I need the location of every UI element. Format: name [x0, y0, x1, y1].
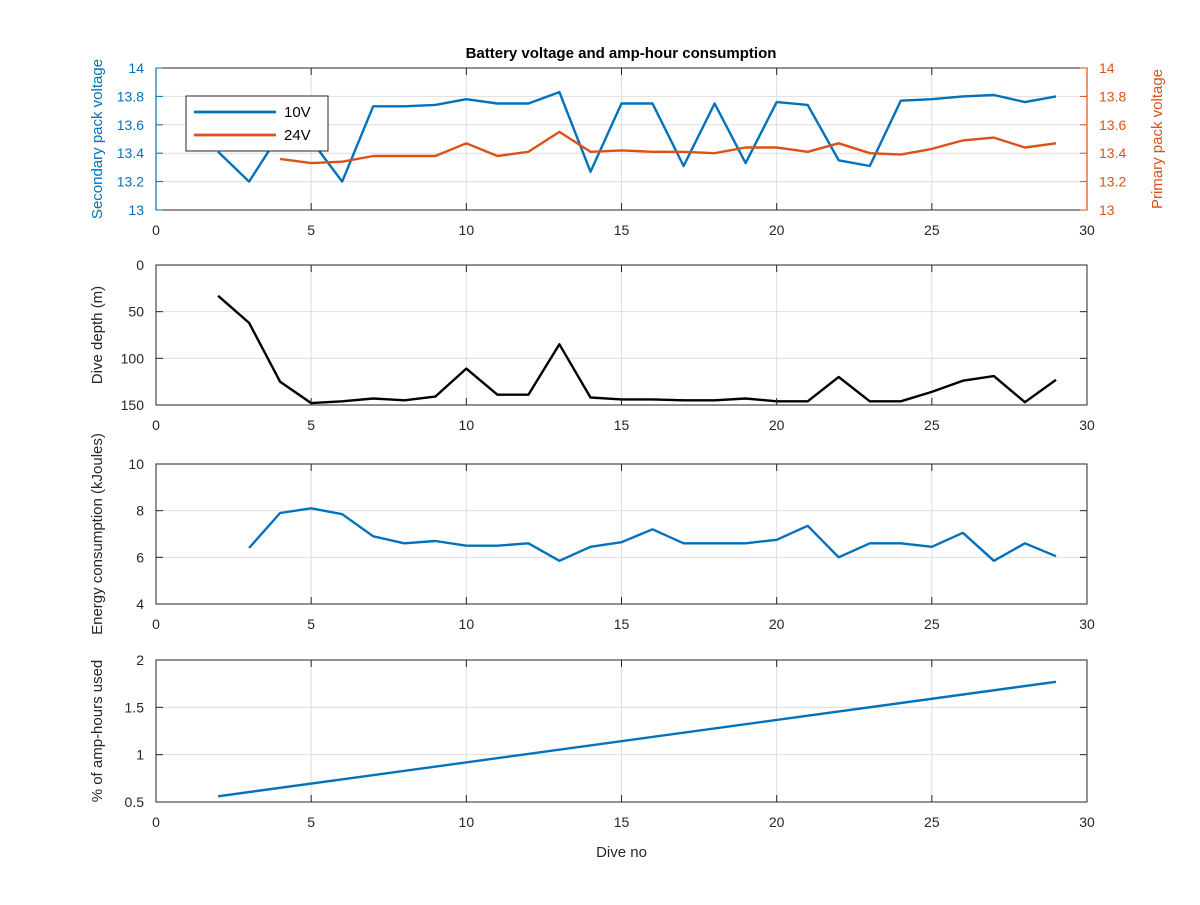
figure-title: Battery voltage and amp-hour consumption — [466, 45, 777, 62]
x-tick-label: 25 — [924, 814, 940, 830]
y-tick-label: 8 — [136, 503, 144, 519]
legend — [185, 95, 329, 152]
x-tick-label: 0 — [152, 814, 160, 830]
y-tick-label: 2 — [136, 652, 144, 668]
x-tick-label: 5 — [307, 417, 315, 433]
y-tick-label: 150 — [121, 397, 145, 413]
plot-panel-2 — [155, 264, 1088, 406]
y-right-tick-label: 13.8 — [1099, 88, 1126, 104]
y-axis-label: Secondary pack voltage — [89, 59, 106, 219]
x-tick-label: 30 — [1079, 222, 1095, 238]
y-tick-label: 0 — [136, 257, 144, 273]
y-right-tick-label: 13.4 — [1099, 145, 1126, 161]
y-tick-label: 13.8 — [117, 88, 144, 104]
plot-panel-3 — [155, 463, 1088, 605]
x-tick-label: 5 — [307, 222, 315, 238]
x-tick-label: 5 — [307, 616, 315, 632]
x-tick-label: 0 — [152, 417, 160, 433]
series-line-panel2 — [217, 294, 1057, 405]
y-tick-label: 4 — [136, 596, 144, 612]
x-tick-label: 30 — [1079, 616, 1095, 632]
y-right-tick-label: 13 — [1099, 202, 1115, 218]
x-axis-label: Dive no — [596, 844, 647, 861]
series-line-panel4 — [217, 680, 1057, 798]
legend-box — [185, 95, 329, 152]
x-tick-label: 25 — [924, 222, 940, 238]
y-right-tick-label: 13.2 — [1099, 174, 1126, 190]
x-tick-label: 15 — [614, 814, 630, 830]
x-tick-label: 20 — [769, 417, 785, 433]
y-tick-label: 13 — [128, 202, 144, 218]
x-tick-label: 10 — [459, 417, 475, 433]
x-tick-label: 15 — [614, 616, 630, 632]
y-tick-label: 1.5 — [125, 699, 145, 715]
legend-label-24v: 24V — [284, 127, 311, 144]
legend-label-10v: 10V — [284, 104, 311, 121]
y-right-tick-label: 14 — [1099, 60, 1115, 76]
x-tick-label: 10 — [459, 222, 475, 238]
x-tick-label: 5 — [307, 814, 315, 830]
series-line-panel3 — [248, 507, 1057, 562]
x-tick-label: 0 — [152, 616, 160, 632]
y-tick-label: 10 — [128, 456, 144, 472]
series-line-10v — [217, 90, 1057, 183]
x-tick-label: 25 — [924, 417, 940, 433]
x-tick-label: 30 — [1079, 814, 1095, 830]
plot-panel-1 — [155, 67, 1088, 211]
y-tick-label: 13.4 — [117, 145, 144, 161]
plot-panel-4 — [155, 659, 1088, 803]
y-tick-label: 100 — [121, 350, 145, 366]
x-tick-label: 20 — [769, 814, 785, 830]
y-axis-label: Energy consumption (kJoules) — [89, 433, 106, 635]
x-tick-label: 10 — [459, 814, 475, 830]
y-right-tick-label: 13.6 — [1099, 117, 1126, 133]
x-tick-label: 20 — [769, 616, 785, 632]
y-tick-label: 50 — [128, 304, 144, 320]
y-axis-label: Dive depth (m) — [89, 286, 106, 384]
y-tick-label: 1 — [136, 747, 144, 763]
x-tick-label: 15 — [614, 417, 630, 433]
y-axis-label: % of amp-hours used — [89, 660, 106, 803]
series-line-24v — [279, 130, 1057, 165]
y-tick-label: 6 — [136, 549, 144, 565]
x-tick-label: 20 — [769, 222, 785, 238]
y-tick-label: 13.2 — [117, 174, 144, 190]
y-tick-label: 13.6 — [117, 117, 144, 133]
y-tick-label: 0.5 — [125, 794, 145, 810]
x-tick-label: 30 — [1079, 417, 1095, 433]
y-tick-label: 14 — [128, 60, 144, 76]
x-tick-label: 25 — [924, 616, 940, 632]
x-tick-label: 10 — [459, 616, 475, 632]
x-tick-label: 15 — [614, 222, 630, 238]
y-axis-label-right: Primary pack voltage — [1149, 69, 1166, 209]
x-tick-label: 0 — [152, 222, 160, 238]
